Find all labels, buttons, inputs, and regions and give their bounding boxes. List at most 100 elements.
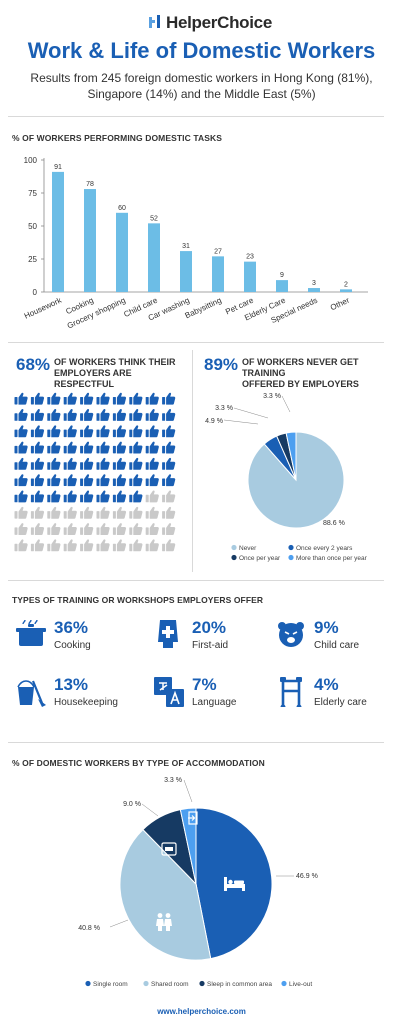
thumbs-up-icon <box>112 506 127 519</box>
thumbs-up-icon <box>96 392 110 405</box>
legend-label: Shared room <box>151 981 189 988</box>
thumbs-up-icon <box>63 409 77 421</box>
thumbs-up-icon <box>30 392 45 405</box>
thumbs-up-icon <box>162 392 176 405</box>
first-aid-tube-icon <box>158 620 178 648</box>
thumbs-up-icon <box>63 457 77 470</box>
bar-value-label: 2 <box>344 281 348 288</box>
legend-marker <box>143 980 149 987</box>
thumbs-up-icon <box>14 425 28 438</box>
thumbs-up-icon <box>30 409 45 421</box>
bar <box>308 288 320 292</box>
thumbs-up-icon <box>129 539 143 552</box>
training-type-label: Cooking <box>54 640 91 651</box>
training-type-percent: 20% <box>192 618 227 637</box>
subtitle-line-2: Singapore (14%) and the Middle East (5%) <box>87 87 316 101</box>
pie-slice-label: 9.0 % <box>123 801 141 808</box>
thumbs-up-icon <box>14 539 28 552</box>
pie-slice-label: 3.3 % <box>164 777 182 784</box>
leader-line <box>141 803 159 817</box>
leader-line <box>223 419 259 425</box>
thumbs-up-icon <box>162 425 176 438</box>
thumbs-up-icon <box>129 523 143 535</box>
y-tick-label: 0 <box>33 288 38 297</box>
tasks-bar-chart: 025507510091Housework78Cooking60Grocery … <box>23 156 368 331</box>
training-type-item: 20% First-aid <box>150 618 270 658</box>
training-type-percent: 4% <box>314 675 339 694</box>
respect-text: OF WORKERS THINK THEIR EMPLOYERS ARE RES… <box>54 357 194 390</box>
thumbs-up-icon <box>30 523 45 535</box>
thumbs-up-icon <box>145 490 159 503</box>
bar-value-label: 27 <box>214 248 222 255</box>
thumbs-up-icon <box>129 409 143 421</box>
thumbs-up-icon <box>63 490 77 503</box>
thumbs-up-icon <box>80 523 94 535</box>
training-type-percent: 7% <box>192 675 217 694</box>
respect-percent: 68% <box>16 355 51 374</box>
bar <box>180 251 192 292</box>
pie-slice <box>179 807 197 885</box>
divider <box>8 580 384 581</box>
thumbs-up-icon <box>129 474 143 487</box>
thumbs-up-icon <box>63 539 77 552</box>
legend-label: Never <box>239 545 257 552</box>
thumbs-up-icon <box>47 457 61 470</box>
thumbs-up-icon <box>80 474 94 487</box>
divider <box>8 342 384 343</box>
bar-value-label: 78 <box>86 181 94 188</box>
legend-label: Once every 2 years <box>296 545 353 552</box>
leader-line <box>233 407 269 419</box>
thumbs-up-icon <box>145 539 159 552</box>
legend-marker <box>231 544 237 551</box>
pie-slice-label: 3.3 % <box>263 393 281 400</box>
legend-marker <box>288 554 294 561</box>
thumbs-up-icon <box>129 490 143 503</box>
language-translate-icon <box>154 677 184 707</box>
respect-text-line-1: OF WORKERS THINK THEIR <box>54 357 176 367</box>
thumbs-up-icon <box>145 523 159 535</box>
thumbs-up-icon <box>47 409 61 421</box>
logo: HelperChoice <box>0 6 403 34</box>
respect-text-line-2: EMPLOYERS ARE RESPECTFUL <box>54 368 132 389</box>
thumbs-up-icon <box>80 425 94 438</box>
legend-marker <box>288 544 294 551</box>
thumbs-up-icon <box>129 441 143 454</box>
thumbs-up-icon <box>96 474 110 487</box>
pie-slice-label: 3.3 % <box>215 405 233 412</box>
y-tick-label: 75 <box>28 189 37 198</box>
thumbs-up-icon <box>63 392 77 405</box>
training-frequency-pie-chart: 88.6 % 4.9 % 3.3 % 3.3 % Never Once every 2 y… <box>205 393 368 562</box>
training-text: OF WORKERS NEVER GET TRAINING OFFERED BY… <box>242 357 402 390</box>
x-category-label: Babysitting <box>184 296 223 321</box>
pie-slice <box>195 807 273 960</box>
divider <box>8 742 384 743</box>
bar-value-label: 9 <box>280 272 284 279</box>
training-type-item: 9% Child care <box>272 618 392 658</box>
training-text-line-2: OFFERED BY EMPLOYERS <box>242 379 359 389</box>
training-type-label: Language <box>192 697 237 708</box>
bar <box>340 289 352 292</box>
bar <box>276 280 288 292</box>
crying-baby-icon <box>278 622 304 647</box>
thumbs-up-icon <box>47 392 61 405</box>
thumbs-up-icon <box>63 523 77 535</box>
bar <box>244 261 256 292</box>
thumbs-up-icon <box>47 490 61 503</box>
thumbs-up-icon <box>162 441 176 454</box>
subtitle-line-1: Results from 245 foreign domestic worker… <box>30 71 373 85</box>
bed-icon <box>224 877 245 891</box>
footer-url[interactable]: www.helperchoice.com <box>157 1007 246 1016</box>
thumbs-up-icon <box>14 506 28 519</box>
thumbs-up-icon <box>129 457 143 470</box>
thumbs-up-icon <box>162 539 176 552</box>
bar <box>212 256 224 292</box>
thumbs-up-icon <box>14 457 28 470</box>
thumbs-up-icon <box>80 506 94 519</box>
thumbs-up-icon <box>162 490 176 503</box>
thumbs-up-icon <box>14 490 28 503</box>
training-type-label: Housekeeping <box>54 697 118 708</box>
thumbs-up-icon <box>112 409 127 421</box>
pie-slice <box>247 431 345 529</box>
exit-door-icon <box>188 811 198 825</box>
thumbs-up-icon <box>63 474 77 487</box>
